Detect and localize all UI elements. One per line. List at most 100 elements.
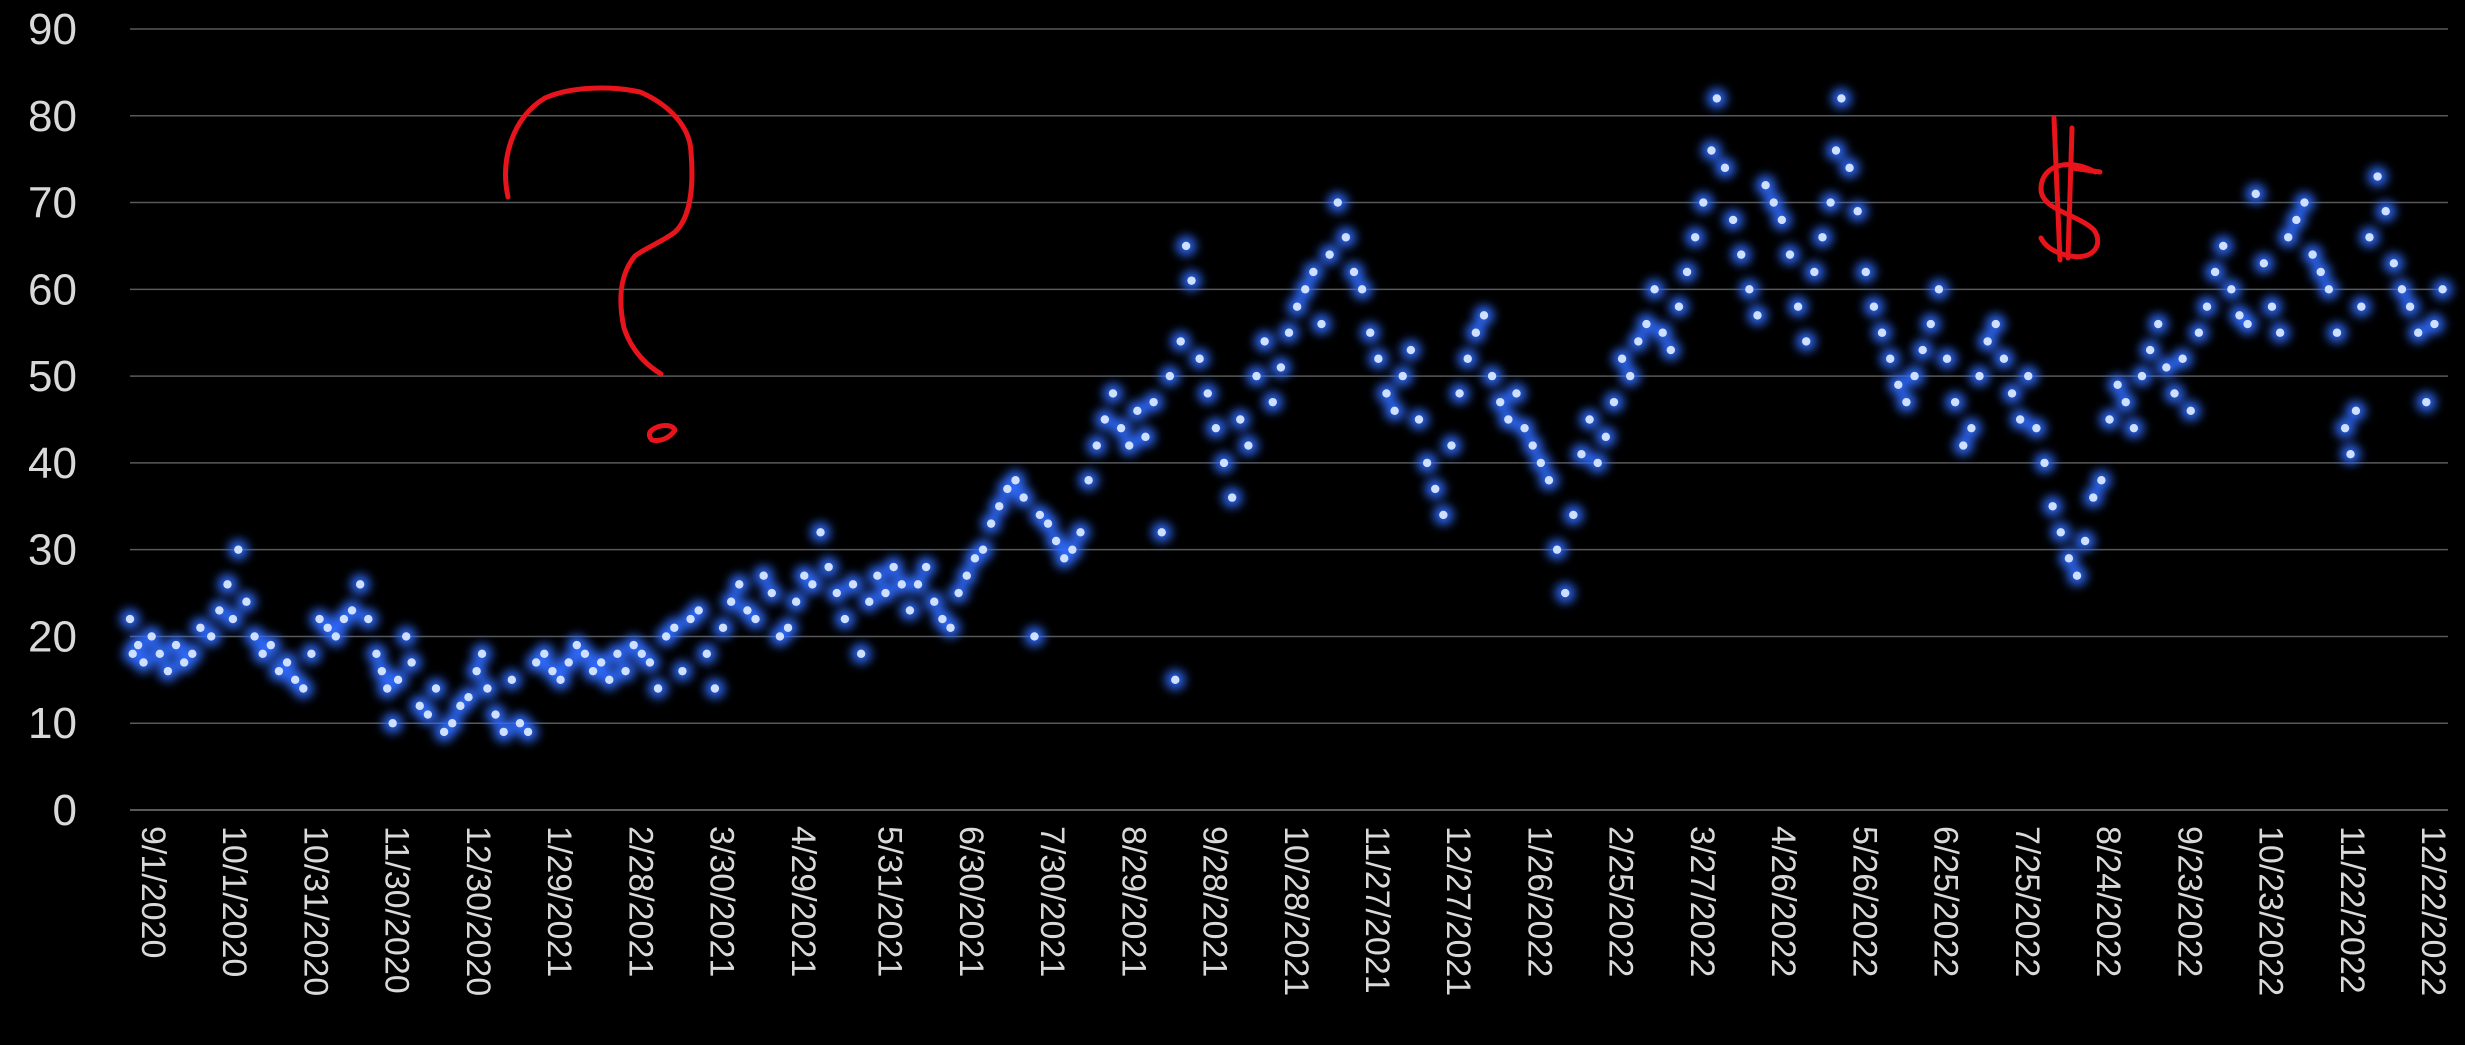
y-tick-label: 0	[53, 786, 77, 835]
data-point	[637, 649, 647, 658]
data-point	[1051, 536, 1061, 546]
data-point	[1910, 371, 1919, 381]
dollar-tick	[2069, 165, 2103, 175]
data-point	[339, 614, 349, 624]
x-tick-label: 9/28/2021	[1196, 826, 1234, 977]
data-point	[323, 623, 332, 632]
x-tick-label: 10/28/2021	[1277, 826, 1315, 996]
data-point	[2007, 389, 2017, 398]
data-point	[2405, 302, 2415, 311]
data-point	[1658, 328, 1667, 337]
data-point	[1447, 441, 1456, 450]
data-point	[1374, 354, 1383, 363]
data-point	[1609, 397, 1619, 407]
data-point	[282, 658, 292, 667]
data-point	[2056, 528, 2065, 537]
data-point	[1092, 441, 1101, 450]
data-point	[881, 588, 890, 598]
data-point	[207, 632, 216, 641]
data-point	[2227, 285, 2236, 294]
data-point	[2097, 476, 2106, 485]
x-tick-label: 3/27/2022	[1683, 826, 1721, 977]
data-point	[1942, 354, 1952, 363]
data-point	[1504, 415, 1513, 424]
data-point	[223, 580, 232, 589]
y-tick-label: 30	[28, 526, 77, 575]
data-point	[1149, 397, 1158, 407]
data-point	[2129, 423, 2139, 433]
data-point	[629, 640, 638, 650]
data-point	[2024, 371, 2033, 381]
data-point	[1818, 233, 1827, 242]
data-point	[2048, 502, 2057, 511]
data-point	[1187, 276, 1196, 285]
data-point	[1626, 371, 1635, 381]
data-point	[1926, 319, 1935, 329]
x-tick-label: 10/23/2022	[2252, 826, 2290, 996]
data-point	[1414, 415, 1424, 424]
data-point	[1422, 458, 1432, 468]
data-point	[1793, 302, 1803, 311]
data-point	[1487, 371, 1497, 381]
data-point	[2032, 423, 2041, 433]
x-tick-label: 9/23/2022	[2170, 826, 2208, 977]
data-point	[2340, 423, 2350, 433]
y-tick-label: 10	[28, 699, 77, 748]
data-point	[2064, 554, 2074, 563]
data-point	[377, 666, 387, 676]
data-point	[439, 727, 449, 737]
data-point	[307, 649, 316, 658]
data-point	[1544, 476, 1554, 485]
data-point	[347, 606, 357, 615]
x-tick-label: 6/25/2022	[1927, 826, 1965, 977]
data-point	[125, 614, 135, 624]
data-point	[840, 614, 850, 624]
data-point	[515, 719, 525, 728]
data-point	[393, 675, 403, 685]
data-point	[1894, 380, 1903, 389]
data-point	[694, 606, 703, 615]
data-point	[751, 614, 760, 624]
data-point	[1869, 302, 1879, 311]
data-point	[1084, 476, 1093, 485]
data-point	[1035, 510, 1045, 520]
data-point	[2202, 302, 2212, 311]
data-point	[1877, 328, 1887, 337]
data-point	[540, 649, 549, 658]
data-point	[234, 545, 243, 554]
data-point	[1390, 406, 1399, 416]
data-point	[1934, 285, 1944, 294]
data-point	[431, 684, 441, 693]
data-point	[1650, 285, 1659, 294]
data-point	[661, 632, 671, 641]
data-point	[1699, 198, 1708, 207]
data-point	[266, 640, 276, 650]
data-point	[710, 684, 720, 693]
data-point	[946, 623, 955, 632]
y-tick-label: 50	[28, 352, 77, 401]
data-point	[1292, 302, 1302, 311]
data-point	[1301, 285, 1310, 294]
data-point	[767, 588, 776, 598]
data-point	[1975, 371, 1984, 381]
data-point	[258, 649, 267, 658]
x-tick-label: 8/24/2022	[2089, 826, 2127, 977]
data-point	[215, 606, 224, 615]
data-point	[1463, 354, 1472, 363]
data-point	[1203, 389, 1212, 398]
data-point	[1745, 285, 1754, 294]
data-point	[2089, 493, 2098, 502]
data-point	[1252, 371, 1261, 381]
data-point	[800, 571, 809, 580]
x-tick-label: 5/26/2022	[1845, 826, 1883, 977]
data-point	[1737, 250, 1746, 259]
data-point	[1157, 528, 1166, 537]
data-point	[1076, 528, 1085, 537]
data-point	[1753, 311, 1762, 320]
data-point	[808, 580, 817, 589]
data-point	[2300, 198, 2309, 207]
data-point	[832, 588, 841, 598]
data-point	[670, 623, 679, 632]
data-point	[2015, 415, 2025, 424]
question-mark-stroke	[503, 85, 695, 377]
